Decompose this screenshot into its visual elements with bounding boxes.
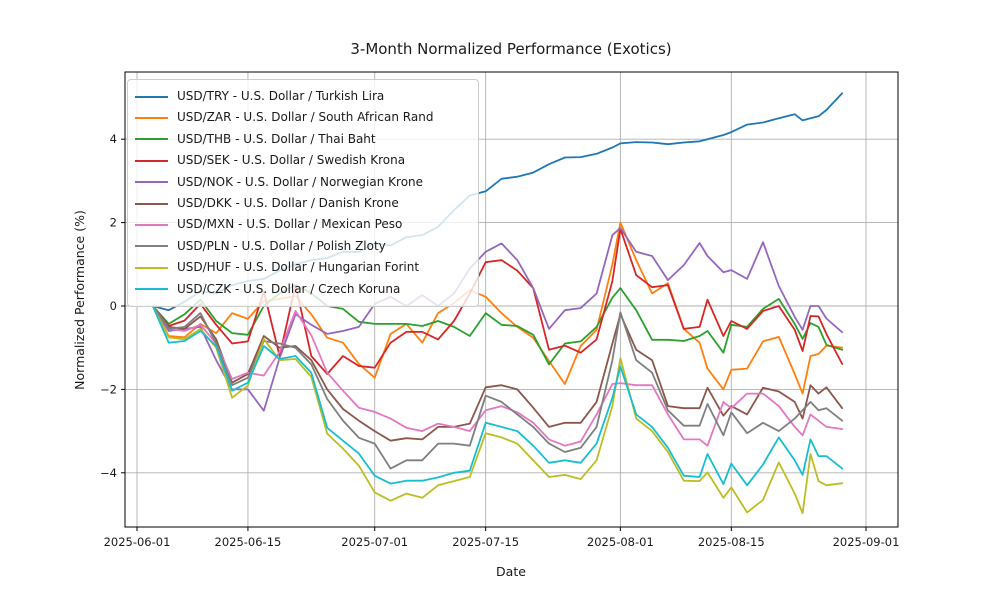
legend-line-swatch <box>135 202 168 205</box>
legend-item-label: USD/THB - U.S. Dollar / Thai Baht <box>177 131 376 146</box>
tick-layer: 2025-06-01 2025-06-15 2025-07-01 2025-07-15… <box>100 132 899 549</box>
legend-item-usd-thb: USD/THB - U.S. Dollar / Thai Baht <box>135 129 478 150</box>
legend-item-label: USD/MXN - U.S. Dollar / Mexican Peso <box>177 217 403 232</box>
legend-item-usd-sek: USD/SEK - U.S. Dollar / Swedish Krona <box>135 150 478 171</box>
series-line-usd-czk <box>151 305 844 487</box>
legend-item-usd-zar: USD/ZAR - U.S. Dollar / South African Ra… <box>135 107 478 128</box>
legend-item-usd-nok: USD/NOK - U.S. Dollar / Norwegian Krone <box>135 172 478 193</box>
legend-item-label: USD/ZAR - U.S. Dollar / South African Ra… <box>177 110 434 125</box>
legend-item-label: USD/CZK - U.S. Dollar / Czech Koruna <box>177 281 401 296</box>
y-tick-label: 4 <box>110 132 117 146</box>
x-axis-label: Date <box>496 564 526 579</box>
x-tick-label: 2025-06-01 <box>104 535 171 549</box>
legend-line-swatch <box>135 224 168 227</box>
y-tick-label: −4 <box>100 466 117 480</box>
legend-item-label: USD/TRY - U.S. Dollar / Turkish Lira <box>177 89 385 103</box>
legend-item-usd-czk: USD/CZK - U.S. Dollar / Czech Koruna <box>135 279 478 300</box>
legend-item-usd-pln: USD/PLN - U.S. Dollar / Polish Zloty <box>135 236 478 257</box>
legend-line-swatch <box>135 138 168 141</box>
y-tick-label: 2 <box>110 216 117 230</box>
legend-item-usd-mxn: USD/MXN - U.S. Dollar / Mexican Peso <box>135 214 478 235</box>
series-layer <box>151 92 844 515</box>
legend-line-swatch <box>135 266 168 269</box>
legend-item-label: USD/NOK - U.S. Dollar / Norwegian Krone <box>177 174 424 189</box>
x-tick-label: 2025-07-15 <box>452 535 519 549</box>
legend-item-label: USD/SEK - U.S. Dollar / Swedish Krona <box>177 153 406 168</box>
y-tick-label: 0 <box>110 299 117 313</box>
legend-item-label: USD/DKK - U.S. Dollar / Danish Krone <box>177 195 399 210</box>
legend-item-usd-dkk: USD/DKK - U.S. Dollar / Danish Krone <box>135 193 478 214</box>
legend-line-swatch <box>135 159 168 162</box>
legend-item-label: USD/HUF - U.S. Dollar / Hungarian Forint <box>177 260 420 275</box>
legend-line-swatch <box>135 117 168 120</box>
x-tick-label: 2025-06-15 <box>215 535 282 549</box>
legend-item-usd-huf: USD/HUF - U.S. Dollar / Hungarian Forint <box>135 257 478 278</box>
legend-line-swatch <box>135 245 168 248</box>
legend-item-usd-try: USD/TRY - U.S. Dollar / Turkish Lira <box>135 86 478 107</box>
y-tick-label: −2 <box>100 382 117 396</box>
series-line-usd-pln <box>151 305 844 470</box>
y-axis-label: Normalized Performance (%) <box>72 210 87 390</box>
series-line-usd-nok <box>151 227 844 412</box>
chart-title: 3-Month Normalized Performance (Exotics) <box>350 40 671 58</box>
series-line-usd-dkk <box>151 305 844 442</box>
x-tick-label: 2025-08-15 <box>698 535 765 549</box>
legend: USD/TRY - U.S. Dollar / Turkish Lira USD/… <box>127 79 479 307</box>
legend-line-swatch <box>135 95 168 98</box>
x-tick-label: 2025-08-01 <box>587 535 654 549</box>
series-line-usd-mxn <box>151 305 844 447</box>
plot-border <box>124 71 899 528</box>
legend-line-swatch <box>135 181 168 184</box>
legend-item-label: USD/PLN - U.S. Dollar / Polish Zloty <box>177 238 386 253</box>
x-tick-label: 2025-07-01 <box>341 535 408 549</box>
legend-line-swatch <box>135 288 168 291</box>
x-tick-label: 2025-09-01 <box>833 535 900 549</box>
